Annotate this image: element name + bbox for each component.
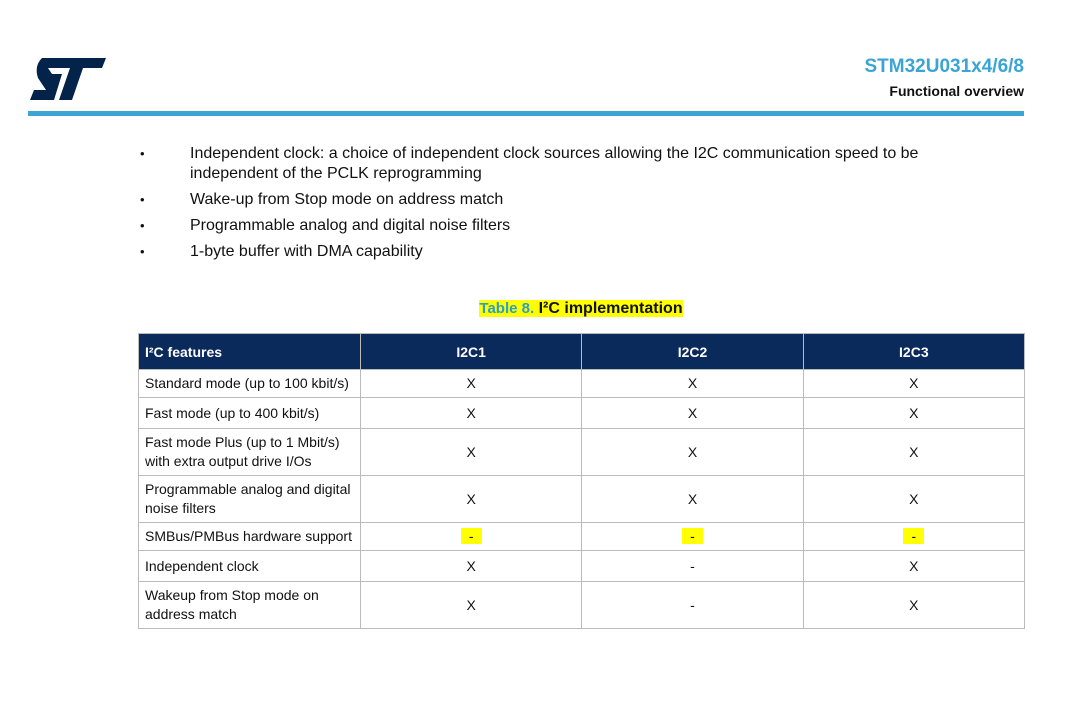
cell-text: - [690,596,695,613]
cell-text: X [466,375,476,391]
support-cell: X [581,475,804,523]
cell-text: X [909,490,919,507]
bullet-list: Independent clock: a choice of independe… [140,144,1000,268]
cell-text: - [460,528,482,544]
column-header: I2C1 [359,333,583,370]
feature-cell: Independent clock [138,550,361,582]
feature-cell: Fast mode (up to 400 kbit/s) [138,397,361,429]
cell-text: - [690,557,695,574]
cell-text: Standard mode (up to 100 kbit/s) [145,375,349,391]
support-cell: X [802,428,1026,476]
support-cell: X [581,397,804,429]
table-row: Independent clock X - X [138,550,1026,582]
table-row: Fast mode (up to 400 kbit/s) X X X [138,397,1026,429]
support-cell: - [802,522,1026,551]
feature-cell: SMBus/PMBus hardware support [138,522,361,551]
support-cell: - [581,581,804,629]
feature-cell: Programmable analog and digital noise fi… [138,475,361,523]
cell-text: X [687,375,698,391]
header-rule [28,111,1024,116]
support-cell: X [359,369,583,398]
support-cell: X [359,581,583,629]
feature-cell: Wakeup from Stop mode on address match [138,581,361,629]
cell-text: Independent clock [145,557,259,574]
cell-text: X [687,404,698,421]
header-title: STM32U031x4/6/8 [864,56,1025,77]
caption-number: Table 8. [479,300,535,317]
support-cell: - [581,550,804,582]
support-cell: X [581,369,804,398]
support-cell: X [581,428,804,476]
support-cell: X [802,475,1026,523]
cell-text: X [466,404,476,421]
cell-text: X [909,557,919,574]
support-cell: - [581,522,804,551]
bullet-item: Programmable analog and digital noise fi… [140,216,1000,236]
table: I²C features I2C1 I2C2 I2C3 Standard mode (… [138,333,1026,629]
support-cell: X [802,369,1026,398]
bullet-item: Independent clock: a choice of independe… [140,144,1000,184]
support-cell: X [802,581,1026,629]
cell-text: Fast mode Plus (up to 1 Mbit/s) with ext… [145,434,340,469]
cell-text: - [682,528,703,544]
table-row: SMBus/PMBus hardware support - - - [138,522,1026,551]
support-cell: - [359,522,583,551]
cell-text: - [903,528,925,544]
cell-text: Fast mode (up to 400 kbit/s) [145,404,320,421]
table-row: Standard mode (up to 100 kbit/s) X X X [138,369,1026,398]
bullet-item: 1-byte buffer with DMA capability [140,242,1000,262]
support-cell: X [359,475,583,523]
cell-text: Programmable analog and digital noise fi… [145,481,351,516]
cell-text: X [909,404,919,421]
table-caption: Table 8. I²C implementation [138,300,1024,318]
header-row: I²C features I2C1 I2C2 I2C3 [138,333,1026,370]
cell-text: X [909,443,919,460]
caption-title: I²C implementation [538,300,683,317]
cell-text: X [909,596,919,613]
st-logo [30,58,106,100]
cell-text: X [466,596,476,613]
column-header: I²C features [138,333,361,370]
cell-text: X [687,443,698,460]
feature-cell: Fast mode Plus (up to 1 Mbit/s) with ext… [138,428,361,476]
column-header: I2C2 [581,333,804,370]
cell-text: SMBus/PMBus hardware support [145,528,352,544]
cell-text: X [466,490,476,507]
table-row: Programmable analog and digital noise fi… [138,475,1026,523]
table-row: Fast mode Plus (up to 1 Mbit/s) with ext… [138,428,1026,476]
support-cell: X [802,550,1026,582]
support-cell: X [359,550,583,582]
cell-text: Wakeup from Stop mode on address match [145,587,319,622]
column-header: I2C3 [802,333,1026,370]
support-cell: X [359,397,583,429]
cell-text: X [687,490,698,507]
feature-cell: Standard mode (up to 100 kbit/s) [138,369,361,398]
cell-text: X [466,443,476,460]
support-cell: X [359,428,583,476]
cell-text: X [909,375,919,391]
table-row: Wakeup from Stop mode on address match X -… [138,581,1026,629]
cell-text: X [466,557,476,574]
support-cell: X [802,397,1026,429]
bullet-item: Wake-up from Stop mode on address match [140,190,1000,210]
header-subtitle: Functional overview [889,83,1024,99]
